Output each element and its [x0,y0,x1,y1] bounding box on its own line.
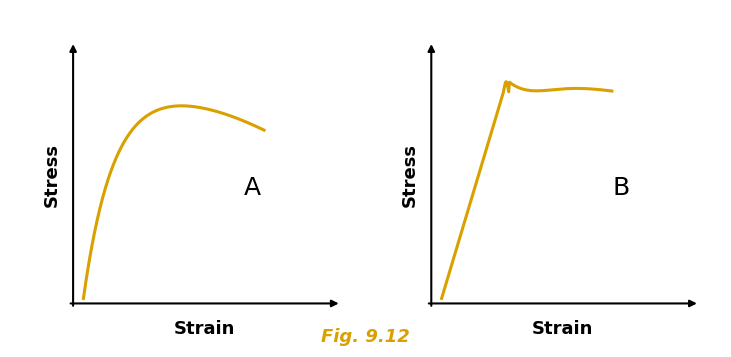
Text: Stress: Stress [43,143,61,207]
Text: B: B [612,176,629,200]
Text: Strain: Strain [174,320,235,338]
Text: A: A [243,176,261,200]
Text: Fig. 9.12: Fig. 9.12 [321,328,410,346]
Text: Stress: Stress [401,143,420,207]
Text: Strain: Strain [532,320,594,338]
